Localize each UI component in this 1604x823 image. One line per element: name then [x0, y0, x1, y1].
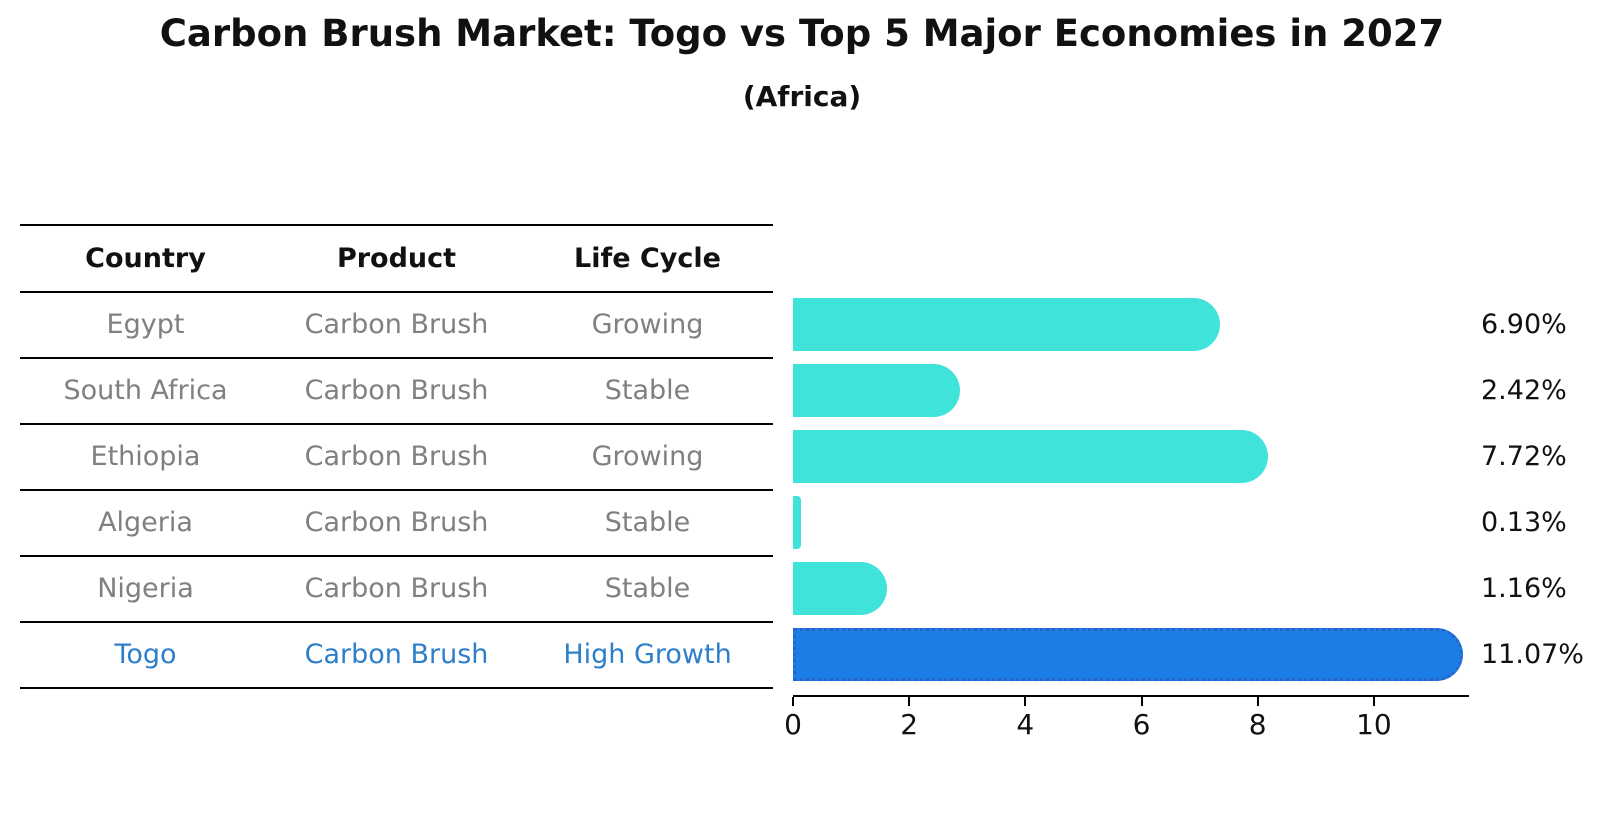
bar-chart	[793, 292, 1468, 688]
table-row-south-africa: South Africa Carbon Brush Stable	[20, 359, 773, 425]
x-axis-tick-label: 6	[1132, 708, 1151, 741]
bar-value-label: 2.42%	[1481, 375, 1567, 406]
table-cell-product: Carbon Brush	[304, 441, 489, 472]
chart-title: Carbon Brush Market: Togo vs Top 5 Major…	[159, 12, 1445, 55]
x-axis-tick-label: 4	[1016, 708, 1035, 741]
bar-togo	[793, 628, 1463, 681]
x-axis-tick-label: 2	[900, 708, 919, 741]
x-axis-line	[793, 695, 1469, 697]
bar-value-label: 7.72%	[1481, 441, 1567, 472]
table-row-ethiopia: Ethiopia Carbon Brush Growing	[20, 425, 773, 491]
x-axis-tick-label: 10	[1356, 708, 1392, 741]
bar-nigeria	[793, 562, 887, 615]
x-axis-tick	[1256, 697, 1259, 706]
table-cell-life-cycle: Stable	[604, 573, 691, 604]
table-cell-country: Ethiopia	[90, 441, 201, 472]
bar-ethiopia	[793, 430, 1268, 483]
bar-algeria	[793, 496, 801, 549]
table-cell-life-cycle: Stable	[604, 375, 691, 406]
table-header-cell-life-cycle: Life Cycle	[574, 243, 721, 274]
table-cell-product: Carbon Brush	[304, 375, 489, 406]
table-cell-country: South Africa	[63, 375, 228, 406]
table-cell-country: Egypt	[106, 309, 185, 340]
table-cell-product: Carbon Brush	[304, 573, 489, 604]
table-row-algeria: Algeria Carbon Brush Stable	[20, 491, 773, 557]
x-axis-tick-label: 0	[784, 708, 802, 741]
table-cell-life-cycle: Growing	[591, 309, 704, 340]
table-cell-country: Algeria	[98, 507, 193, 538]
table-header-cell-country: Country	[85, 243, 206, 274]
table-cell-life-cycle: Stable	[604, 507, 691, 538]
x-axis-tick	[1140, 697, 1143, 706]
x-axis-tick	[908, 697, 911, 706]
x-axis-tick	[792, 697, 794, 706]
table-header-row: Country Product Life Cycle	[20, 226, 773, 293]
chart-subtitle: (Africa)	[742, 80, 862, 113]
table-cell-life-cycle: High Growth	[563, 639, 732, 670]
table-header-cell-product: Product	[336, 243, 457, 274]
table-row-togo: Togo Carbon Brush High Growth	[20, 623, 773, 689]
table-cell-product: Carbon Brush	[304, 507, 489, 538]
table-cell-country: Nigeria	[97, 573, 194, 604]
bar-south-africa	[793, 364, 961, 417]
table-cell-product: Carbon Brush	[304, 309, 489, 340]
bar-value-label: 6.90%	[1481, 309, 1567, 340]
x-axis-tick	[1372, 697, 1375, 706]
table-cell-product: Carbon Brush	[304, 639, 489, 670]
bar-egypt	[793, 298, 1221, 351]
table-cell-life-cycle: Growing	[591, 441, 704, 472]
bar-value-label: 11.07%	[1481, 639, 1584, 670]
table-row-egypt: Egypt Carbon Brush Growing	[20, 293, 773, 359]
bar-value-label: 0.13%	[1481, 507, 1567, 538]
data-table: Country Product Life Cycle Egypt Carbon Bru…	[20, 224, 773, 689]
x-axis-tick	[1024, 697, 1027, 706]
table-row-nigeria: Nigeria Carbon Brush Stable	[20, 557, 773, 623]
bar-value-label: 1.16%	[1481, 573, 1567, 604]
table-cell-country: Togo	[114, 639, 177, 670]
x-axis-tick-label: 8	[1248, 708, 1267, 741]
